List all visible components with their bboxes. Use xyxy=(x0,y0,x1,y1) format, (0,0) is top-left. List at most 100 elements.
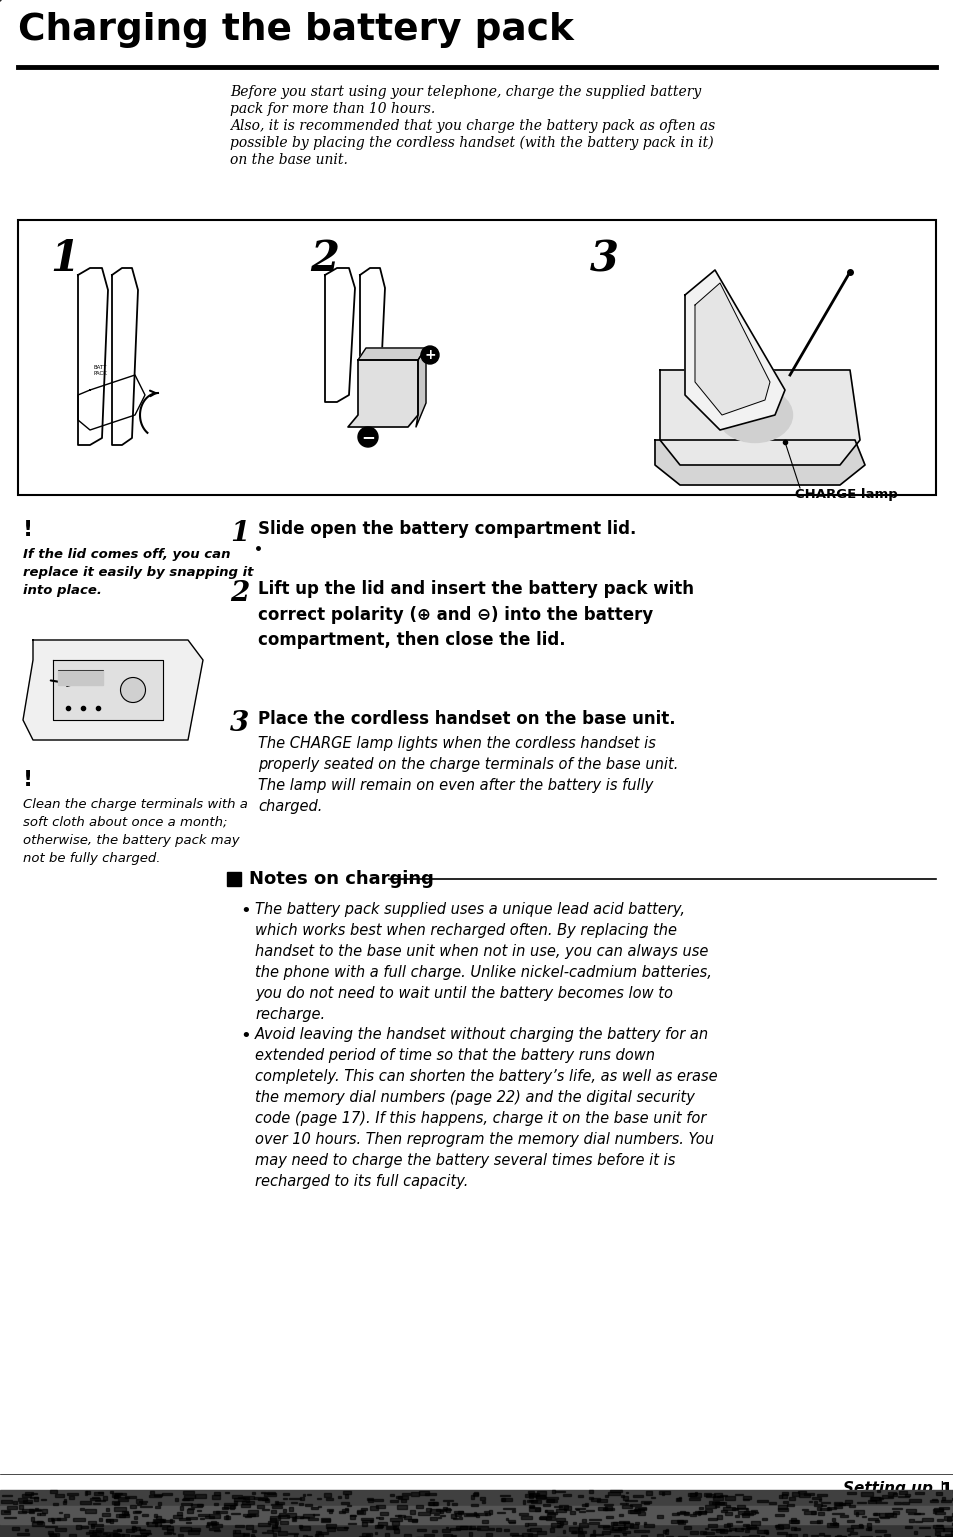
Bar xyxy=(132,1528,136,1531)
Bar xyxy=(482,1520,488,1523)
Bar xyxy=(640,1535,646,1537)
Bar xyxy=(146,1522,148,1525)
Bar xyxy=(292,1517,295,1520)
Bar xyxy=(418,1491,429,1494)
Bar xyxy=(524,1523,527,1526)
Bar xyxy=(589,1522,598,1525)
Bar xyxy=(629,1525,637,1528)
Bar xyxy=(545,1517,555,1520)
Bar xyxy=(526,1529,529,1531)
Bar xyxy=(275,1502,278,1503)
Bar xyxy=(184,1496,194,1497)
Bar xyxy=(274,1522,276,1526)
Bar xyxy=(707,1525,717,1528)
Bar xyxy=(811,1511,815,1514)
Bar xyxy=(139,1500,147,1502)
Bar xyxy=(63,1502,66,1505)
Bar xyxy=(109,1534,120,1535)
Bar xyxy=(183,1499,193,1500)
Bar xyxy=(235,1525,244,1528)
Bar xyxy=(473,1492,477,1496)
Bar xyxy=(162,1520,174,1522)
Bar xyxy=(30,1517,34,1520)
Bar xyxy=(207,1522,217,1525)
Text: !: ! xyxy=(23,520,33,539)
Bar xyxy=(904,1526,911,1528)
Bar xyxy=(818,1499,821,1502)
Bar xyxy=(867,1528,870,1529)
Bar xyxy=(442,1500,453,1502)
Bar xyxy=(141,1532,148,1535)
Bar xyxy=(602,1508,614,1511)
Bar xyxy=(675,1499,680,1500)
Text: +: + xyxy=(424,347,436,363)
Bar xyxy=(458,1511,462,1514)
Polygon shape xyxy=(78,375,145,430)
Bar xyxy=(178,1534,183,1535)
Bar xyxy=(550,1528,554,1532)
Bar xyxy=(90,1532,95,1535)
Bar xyxy=(243,1514,254,1515)
Bar xyxy=(811,1497,821,1499)
Bar xyxy=(557,1525,561,1526)
Bar xyxy=(904,1509,915,1512)
Bar xyxy=(390,1519,401,1520)
Bar xyxy=(488,1528,494,1531)
Bar xyxy=(356,1511,362,1512)
Bar xyxy=(264,1492,275,1497)
Bar xyxy=(529,1494,533,1499)
Bar xyxy=(404,1534,411,1537)
Bar xyxy=(831,1519,835,1522)
Bar xyxy=(545,1497,557,1499)
Bar xyxy=(149,1496,161,1497)
Bar xyxy=(471,1505,477,1506)
Bar xyxy=(862,1515,865,1517)
Bar xyxy=(664,1531,667,1534)
Bar xyxy=(640,1502,651,1503)
Bar xyxy=(400,1499,406,1502)
Text: Setting up: Setting up xyxy=(842,1482,932,1496)
Bar xyxy=(723,1523,729,1526)
Bar xyxy=(257,1497,268,1500)
Bar xyxy=(598,1525,608,1526)
Bar xyxy=(820,1508,830,1509)
Bar xyxy=(645,1491,652,1496)
Bar xyxy=(612,1528,619,1529)
Bar xyxy=(294,1519,295,1520)
Bar xyxy=(545,1500,556,1502)
Bar xyxy=(361,1517,373,1520)
Bar xyxy=(558,1505,568,1509)
Bar xyxy=(535,1508,539,1511)
Bar xyxy=(337,1496,341,1499)
Bar xyxy=(496,1528,501,1531)
Bar xyxy=(785,1534,790,1537)
Bar xyxy=(242,1534,249,1535)
Bar xyxy=(113,1502,119,1505)
Bar xyxy=(874,1520,878,1522)
Bar xyxy=(107,1508,109,1511)
Bar xyxy=(816,1520,821,1523)
Bar xyxy=(585,1503,588,1506)
Bar xyxy=(124,1512,128,1515)
Bar xyxy=(935,1492,942,1494)
Bar xyxy=(803,1511,815,1514)
Bar xyxy=(792,1492,799,1496)
Bar xyxy=(460,1526,471,1529)
Bar xyxy=(707,1517,716,1520)
Bar xyxy=(816,1494,826,1496)
Bar xyxy=(614,1534,618,1537)
Ellipse shape xyxy=(357,427,377,447)
Bar xyxy=(662,1531,665,1534)
Bar xyxy=(939,1506,948,1509)
Bar xyxy=(240,1503,251,1508)
Bar xyxy=(253,1497,261,1499)
Bar xyxy=(844,1500,851,1503)
Bar xyxy=(173,1515,182,1517)
Bar xyxy=(892,1492,896,1496)
Bar xyxy=(430,1517,436,1520)
Bar xyxy=(91,1532,98,1534)
Bar xyxy=(133,1511,139,1514)
Bar xyxy=(790,1520,799,1523)
Bar xyxy=(704,1528,707,1529)
Bar xyxy=(67,1492,78,1494)
